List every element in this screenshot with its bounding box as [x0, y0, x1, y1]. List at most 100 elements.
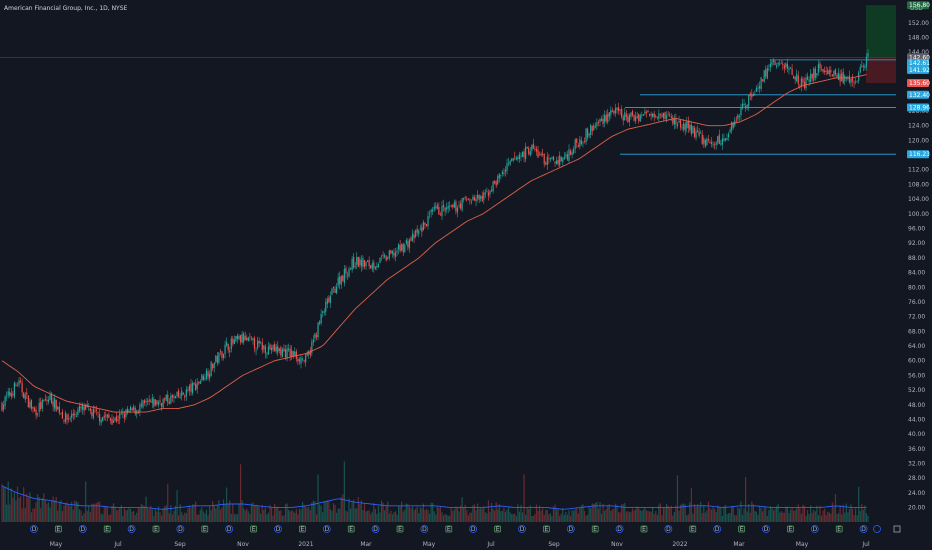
volume-bar [74, 500, 76, 522]
volume-bar [712, 507, 714, 522]
volume-bar [548, 514, 550, 522]
dividend-marker[interactable]: D [469, 525, 478, 534]
earnings-marker[interactable]: E [738, 525, 745, 533]
candle-body [168, 401, 170, 405]
earnings-upcoming-button[interactable] [873, 525, 901, 533]
candle-body [7, 391, 9, 396]
candle-body [257, 340, 259, 349]
time-tick-label: Sep [174, 541, 186, 548]
volume-bar [463, 507, 465, 522]
price-tag-label: 142.60 [909, 54, 930, 61]
volume-bar [706, 510, 708, 522]
volume-bar [520, 504, 522, 522]
dividend-marker[interactable]: D [78, 525, 87, 534]
volume-bar [571, 509, 573, 522]
volume-bar [532, 515, 534, 522]
volume-bar [182, 515, 184, 522]
candle-body [289, 348, 291, 357]
candle-body [724, 138, 727, 141]
candle-body [617, 107, 620, 112]
candle-body [458, 205, 460, 207]
earnings-marker[interactable]: E [347, 525, 355, 533]
earnings-marker[interactable]: E [55, 525, 62, 533]
candle-body [300, 357, 302, 364]
dividend-marker[interactable]: D [420, 525, 429, 534]
volume-bar [515, 515, 517, 522]
candle-body [748, 94, 750, 107]
dividend-marker[interactable]: D [127, 525, 136, 534]
earnings-marker[interactable]: E [396, 525, 404, 533]
candle-body [459, 203, 462, 209]
volume-bar [534, 514, 536, 522]
volume-bar [71, 501, 73, 522]
earnings-marker[interactable]: E [445, 525, 453, 533]
earnings-marker[interactable]: E [299, 525, 306, 533]
candle-body [388, 250, 390, 259]
price-tag: 142.61 [907, 59, 930, 68]
earnings-marker[interactable]: E [640, 525, 648, 533]
earnings-marker[interactable]: E [152, 525, 160, 533]
candle-body [424, 222, 426, 225]
dividend-marker[interactable]: D [859, 525, 868, 534]
candle-body [179, 396, 181, 399]
earnings-marker[interactable]: E [250, 525, 257, 533]
earnings-marker[interactable]: E [543, 525, 550, 533]
volume-bar [861, 504, 863, 522]
earnings-marker[interactable]: E [103, 525, 111, 533]
candle-body [464, 196, 466, 198]
candle-body [150, 401, 152, 403]
volume-bar [106, 507, 108, 522]
dividend-marker[interactable]: D [810, 525, 819, 534]
volume-bar [75, 501, 77, 522]
candle-body [329, 296, 332, 303]
volume-bar [294, 512, 296, 522]
earnings-marker[interactable]: E [689, 525, 697, 533]
volume-bar [745, 477, 747, 522]
candle-body [532, 143, 534, 149]
earnings-marker[interactable]: E [201, 525, 209, 533]
candle-body [323, 311, 325, 313]
candle-body [861, 65, 863, 67]
candle-body [800, 78, 802, 87]
volume-bar [591, 503, 593, 522]
earnings-marker[interactable]: E [787, 525, 794, 533]
time-axis[interactable]: May Jul Sep Nov 2021 Mar May Jul Sep Nov 2022 Mar Ma… [50, 525, 901, 549]
dividend-marker[interactable]: D [762, 525, 770, 534]
volume-bar [653, 514, 655, 522]
price-tick-label: 120.00 [908, 137, 929, 144]
dividend-marker[interactable]: D [664, 525, 673, 534]
dividend-marker[interactable]: D [322, 525, 331, 534]
dividend-marker[interactable]: D [518, 525, 526, 534]
volume-bar [241, 500, 243, 522]
volume-bar [631, 508, 634, 522]
dividend-marker[interactable]: D [225, 525, 234, 534]
event-marker-label: E [496, 526, 500, 533]
earnings-marker[interactable]: E [494, 525, 501, 533]
candle-body [755, 87, 758, 92]
volume-bar [788, 513, 790, 522]
volume-bar [447, 515, 449, 522]
volume-bar [309, 510, 311, 522]
dividend-marker[interactable]: D [176, 525, 185, 534]
candle-body [559, 155, 561, 166]
volume-bar [549, 513, 552, 522]
dividend-marker[interactable]: D [371, 525, 380, 534]
candle-body [596, 122, 598, 127]
dividend-marker[interactable]: D [615, 525, 624, 534]
dividend-marker[interactable]: D [566, 525, 575, 534]
dividend-marker[interactable]: D [274, 525, 282, 534]
dividend-marker[interactable]: D [30, 525, 38, 534]
volume-bar [280, 510, 282, 522]
earnings-marker[interactable]: E [835, 525, 843, 533]
dividend-marker[interactable]: D [713, 525, 722, 534]
volume-bar [418, 513, 420, 522]
earnings-marker[interactable]: E [591, 525, 599, 533]
candle-body [221, 351, 223, 358]
volume-bar [577, 513, 579, 522]
candle-body [415, 230, 417, 237]
candle-body [159, 400, 161, 403]
volume-bar [334, 504, 336, 522]
